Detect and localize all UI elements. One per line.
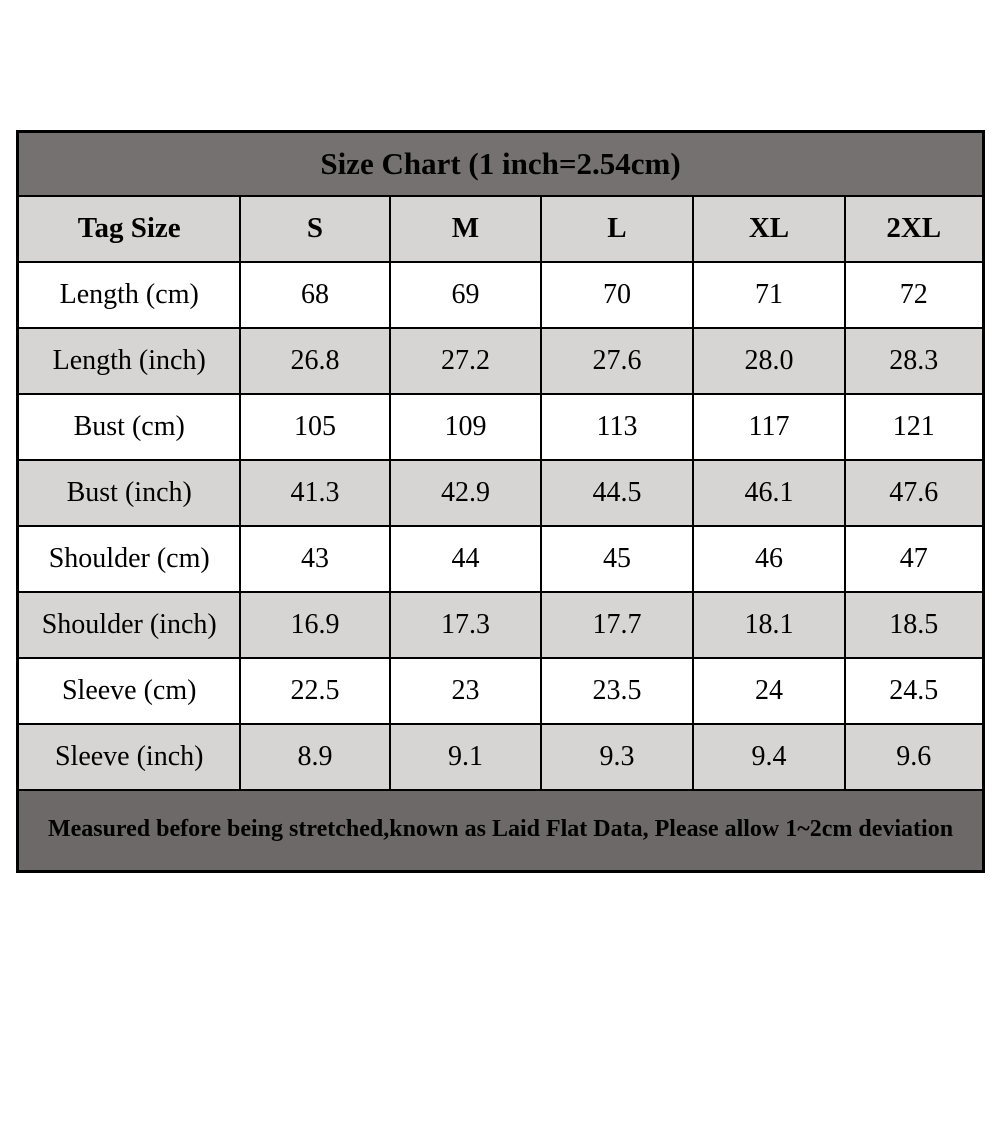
row-label: Length (cm) <box>16 260 241 329</box>
size-value-cell: 47.6 <box>843 458 985 527</box>
table-row-shoulder-cm: Shoulder (cm) 43 44 45 46 47 <box>16 524 985 593</box>
footer-row: Measured before being stretched,known as… <box>16 788 985 873</box>
size-value-cell: 18.1 <box>691 590 846 659</box>
size-value-cell: 69 <box>388 260 542 329</box>
size-chart-title: Size Chart (1 inch=2.54cm) <box>16 130 985 197</box>
row-label: Bust (inch) <box>16 458 241 527</box>
size-value-cell: 28.0 <box>691 326 846 395</box>
row-label: Sleeve (inch) <box>16 722 241 791</box>
size-value-cell: 18.5 <box>843 590 985 659</box>
size-value-cell: 46 <box>691 524 846 593</box>
size-value-cell: 9.6 <box>843 722 985 791</box>
column-header-xl: XL <box>691 194 846 263</box>
size-value-cell: 43 <box>238 524 391 593</box>
table-row-bust-inch: Bust (inch) 41.3 42.9 44.5 46.1 47.6 <box>16 458 985 527</box>
size-value-cell: 109 <box>388 392 542 461</box>
measurement-note: Measured before being stretched,known as… <box>16 788 985 873</box>
size-value-cell: 71 <box>691 260 846 329</box>
size-value-cell: 24.5 <box>843 656 985 725</box>
column-header-s: S <box>238 194 391 263</box>
row-label: Shoulder (cm) <box>16 524 241 593</box>
size-value-cell: 17.7 <box>539 590 694 659</box>
column-header-2xl: 2XL <box>843 194 985 263</box>
row-label: Sleeve (cm) <box>16 656 241 725</box>
size-value-cell: 24 <box>691 656 846 725</box>
size-value-cell: 9.3 <box>539 722 694 791</box>
row-label: Shoulder (inch) <box>16 590 241 659</box>
size-value-cell: 121 <box>843 392 985 461</box>
size-value-cell: 45 <box>539 524 694 593</box>
size-value-cell: 16.9 <box>238 590 391 659</box>
size-chart-table: Size Chart (1 inch=2.54cm) Tag Size S M … <box>16 130 985 873</box>
size-value-cell: 72 <box>843 260 985 329</box>
size-value-cell: 9.4 <box>691 722 846 791</box>
size-value-cell: 17.3 <box>388 590 542 659</box>
size-value-cell: 27.2 <box>388 326 542 395</box>
column-header-m: M <box>388 194 542 263</box>
size-value-cell: 113 <box>539 392 694 461</box>
size-value-cell: 9.1 <box>388 722 542 791</box>
size-value-cell: 46.1 <box>691 458 846 527</box>
size-value-cell: 70 <box>539 260 694 329</box>
size-value-cell: 117 <box>691 392 846 461</box>
size-value-cell: 26.8 <box>238 326 391 395</box>
column-header-tag-size: Tag Size <box>16 194 241 263</box>
header-row: Tag Size S M L XL 2XL <box>16 194 985 263</box>
size-value-cell: 42.9 <box>388 458 542 527</box>
table-row-shoulder-inch: Shoulder (inch) 16.9 17.3 17.7 18.1 18.5 <box>16 590 985 659</box>
table-row-length-inch: Length (inch) 26.8 27.2 27.6 28.0 28.3 <box>16 326 985 395</box>
size-value-cell: 41.3 <box>238 458 391 527</box>
size-value-cell: 44 <box>388 524 542 593</box>
size-value-cell: 47 <box>843 524 985 593</box>
title-row: Size Chart (1 inch=2.54cm) <box>16 130 985 197</box>
column-header-l: L <box>539 194 694 263</box>
row-label: Bust (cm) <box>16 392 241 461</box>
size-value-cell: 22.5 <box>238 656 391 725</box>
size-value-cell: 27.6 <box>539 326 694 395</box>
size-value-cell: 23 <box>388 656 542 725</box>
size-value-cell: 8.9 <box>238 722 391 791</box>
table-row-sleeve-inch: Sleeve (inch) 8.9 9.1 9.3 9.4 9.6 <box>16 722 985 791</box>
size-value-cell: 44.5 <box>539 458 694 527</box>
size-value-cell: 23.5 <box>539 656 694 725</box>
table-row-length-cm: Length (cm) 68 69 70 71 72 <box>16 260 985 329</box>
row-label: Length (inch) <box>16 326 241 395</box>
table-row-bust-cm: Bust (cm) 105 109 113 117 121 <box>16 392 985 461</box>
size-value-cell: 105 <box>238 392 391 461</box>
table-row-sleeve-cm: Sleeve (cm) 22.5 23 23.5 24 24.5 <box>16 656 985 725</box>
size-value-cell: 28.3 <box>843 326 985 395</box>
size-value-cell: 68 <box>238 260 391 329</box>
